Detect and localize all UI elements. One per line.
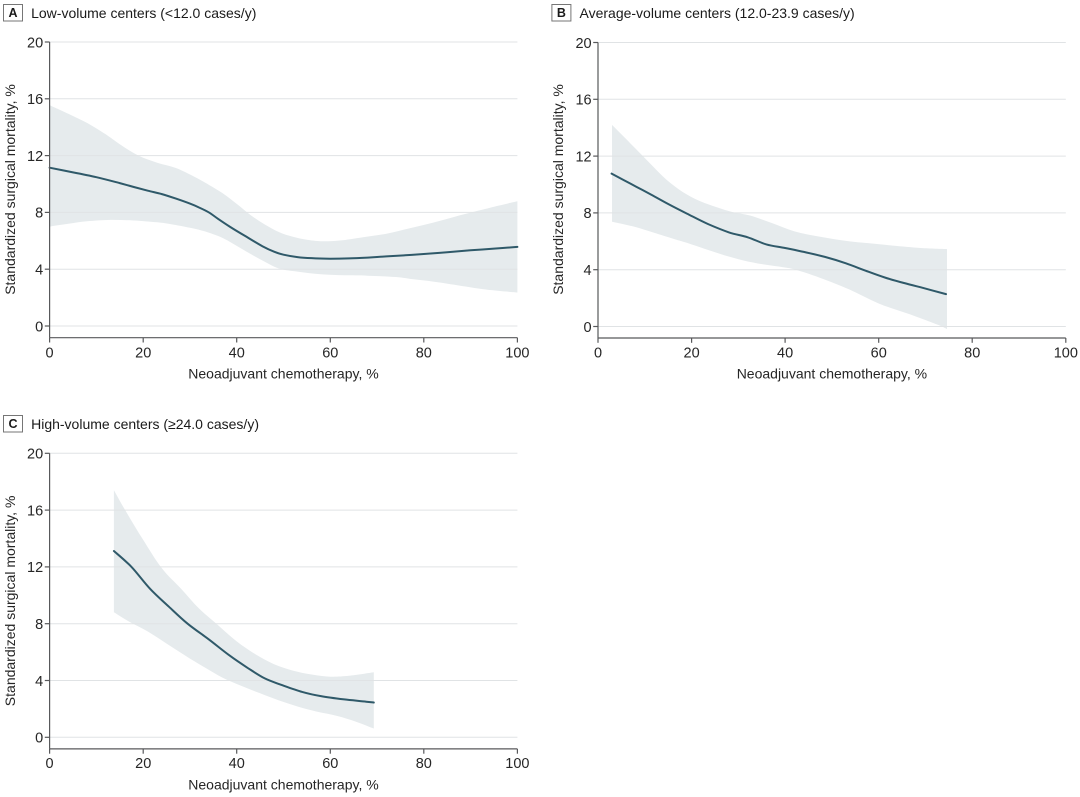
svg-text:C: C bbox=[8, 417, 17, 431]
svg-text:80: 80 bbox=[416, 345, 432, 361]
svg-text:60: 60 bbox=[322, 345, 338, 361]
svg-text:100: 100 bbox=[505, 345, 529, 361]
svg-text:Low-volume centers (<12.0 case: Low-volume centers (<12.0 cases/y) bbox=[31, 5, 256, 21]
svg-text:Standardized surgical mortalit: Standardized surgical mortality, % bbox=[550, 84, 566, 295]
svg-text:40: 40 bbox=[229, 345, 245, 361]
svg-text:20: 20 bbox=[27, 35, 43, 51]
svg-text:Standardized surgical mortalit: Standardized surgical mortality, % bbox=[2, 496, 18, 707]
svg-text:60: 60 bbox=[871, 345, 887, 361]
svg-text:Average-volume centers (12.0-2: Average-volume centers (12.0-23.9 cases/… bbox=[580, 5, 855, 21]
svg-text:4: 4 bbox=[35, 263, 43, 279]
svg-text:16: 16 bbox=[27, 92, 43, 108]
svg-text:80: 80 bbox=[416, 756, 432, 772]
svg-text:20: 20 bbox=[27, 447, 43, 463]
svg-text:Neoadjuvant chemotherapy, %: Neoadjuvant chemotherapy, % bbox=[188, 777, 378, 793]
svg-text:Neoadjuvant chemotherapy, %: Neoadjuvant chemotherapy, % bbox=[737, 366, 927, 382]
svg-text:20: 20 bbox=[575, 36, 591, 52]
svg-text:B: B bbox=[557, 6, 566, 20]
svg-text:8: 8 bbox=[35, 617, 43, 633]
svg-text:20: 20 bbox=[135, 756, 151, 772]
svg-text:40: 40 bbox=[777, 345, 793, 361]
svg-text:12: 12 bbox=[27, 149, 43, 165]
svg-text:A: A bbox=[8, 6, 17, 20]
svg-text:60: 60 bbox=[322, 756, 338, 772]
svg-text:High-volume centers (≥24.0 cas: High-volume centers (≥24.0 cases/y) bbox=[31, 416, 259, 432]
svg-text:40: 40 bbox=[229, 756, 245, 772]
svg-text:0: 0 bbox=[35, 731, 43, 747]
svg-text:80: 80 bbox=[964, 345, 980, 361]
svg-text:0: 0 bbox=[46, 345, 54, 361]
svg-text:0: 0 bbox=[594, 345, 602, 361]
svg-text:0: 0 bbox=[46, 756, 54, 772]
svg-text:8: 8 bbox=[35, 206, 43, 222]
svg-text:20: 20 bbox=[684, 345, 700, 361]
svg-text:4: 4 bbox=[584, 263, 592, 279]
svg-text:20: 20 bbox=[135, 345, 151, 361]
svg-text:100: 100 bbox=[505, 756, 529, 772]
svg-text:100: 100 bbox=[1054, 345, 1078, 361]
svg-text:0: 0 bbox=[35, 319, 43, 335]
svg-text:4: 4 bbox=[35, 674, 43, 690]
svg-text:16: 16 bbox=[27, 503, 43, 519]
svg-text:8: 8 bbox=[584, 206, 592, 222]
svg-text:0: 0 bbox=[584, 320, 592, 336]
svg-text:Standardized surgical mortalit: Standardized surgical mortality, % bbox=[2, 84, 18, 295]
svg-text:12: 12 bbox=[575, 149, 591, 165]
svg-text:12: 12 bbox=[27, 560, 43, 576]
svg-text:Neoadjuvant chemotherapy, %: Neoadjuvant chemotherapy, % bbox=[188, 366, 378, 382]
svg-text:16: 16 bbox=[575, 93, 591, 109]
